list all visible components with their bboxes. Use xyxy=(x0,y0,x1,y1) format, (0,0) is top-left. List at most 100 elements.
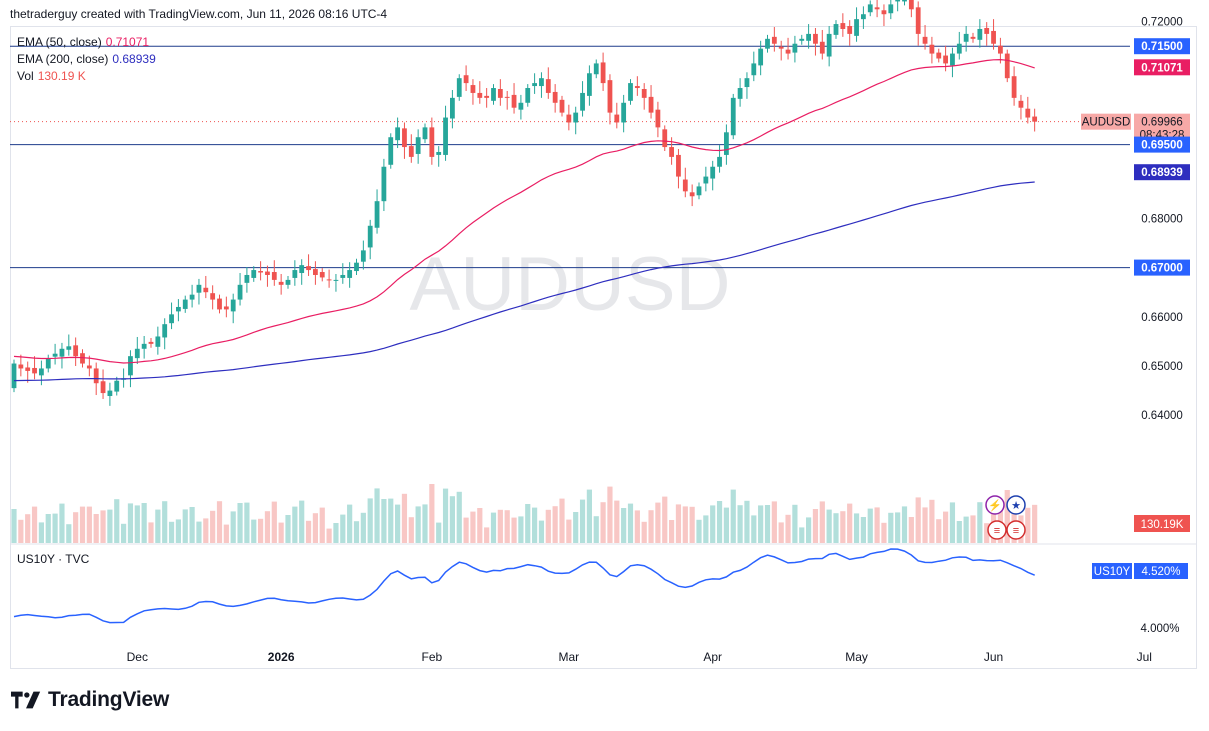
candle-body xyxy=(141,343,147,349)
volume-bar xyxy=(326,528,332,543)
volume-bar xyxy=(93,514,99,543)
candle-body xyxy=(717,156,722,167)
ema50-value: 0.71071 xyxy=(105,35,150,49)
volume-bar xyxy=(210,510,216,543)
candle-body xyxy=(676,154,681,177)
candle-body xyxy=(354,262,359,272)
candle-body xyxy=(943,55,948,64)
candle-body xyxy=(696,186,702,196)
volume-bar xyxy=(895,512,901,543)
volume-legend[interactable]: Vol 130.19 K xyxy=(17,68,86,84)
tradingview-logo[interactable]: TradingView xyxy=(11,688,169,712)
candle-body xyxy=(148,341,154,344)
volume-bar xyxy=(408,517,414,543)
y-axis-label: 0.64000 xyxy=(1141,410,1183,422)
candle-body xyxy=(593,63,599,75)
candle-body xyxy=(806,33,811,41)
volume-bar xyxy=(264,511,271,543)
candle-body xyxy=(861,14,866,20)
candle-body xyxy=(867,4,873,13)
volume-bar xyxy=(203,518,209,543)
volume-bar xyxy=(956,521,962,543)
candle-body xyxy=(484,95,490,98)
price-tag-text: 0.71071 xyxy=(1141,62,1183,74)
chart-frame[interactable] xyxy=(10,26,1197,669)
candle-body xyxy=(840,23,846,29)
symbol-price-tag-bg xyxy=(1081,113,1131,130)
volume-bar xyxy=(792,504,798,543)
candle-body xyxy=(641,89,647,98)
event-marker-icon xyxy=(985,495,1005,515)
volume-bar xyxy=(716,501,723,543)
candle-body xyxy=(785,49,791,54)
volume-bar xyxy=(38,522,44,543)
volume-bar xyxy=(45,514,51,543)
candle-body xyxy=(511,94,517,108)
candle-body xyxy=(792,43,798,53)
candle-body xyxy=(908,0,914,10)
candle-body xyxy=(991,30,996,44)
volume-bar xyxy=(621,508,627,543)
event-marker-glyph: ≡ xyxy=(994,525,1000,537)
price-tag-text: 0.68939 xyxy=(1141,167,1183,179)
candle-body xyxy=(765,38,770,49)
candle-body xyxy=(32,367,37,374)
candle-body xyxy=(587,73,592,96)
price-tag-bg xyxy=(1134,38,1190,55)
candle-body xyxy=(292,270,298,278)
volume-bar xyxy=(347,504,353,543)
volume-bar xyxy=(778,522,784,543)
candle-body xyxy=(196,284,202,293)
candle-body xyxy=(751,63,757,76)
ema50-line xyxy=(13,58,1035,364)
event-marker-icon xyxy=(1006,495,1026,515)
volume-bar xyxy=(943,511,949,543)
volume-bar xyxy=(785,514,791,543)
volume-bar xyxy=(244,502,250,543)
candle-body xyxy=(25,367,31,371)
volume-bar xyxy=(251,519,257,543)
volume-bar xyxy=(449,496,455,543)
volume-bar xyxy=(908,517,914,543)
volume-bar xyxy=(470,511,476,543)
candle-body xyxy=(210,293,216,300)
volume-bar xyxy=(18,519,24,543)
volume-bar xyxy=(292,506,298,543)
volume-bar xyxy=(627,503,634,543)
ema200-value: 0.68939 xyxy=(112,52,156,66)
candle-body xyxy=(813,33,818,44)
volume-bar xyxy=(771,501,777,543)
candle-body xyxy=(408,146,414,157)
candle-body xyxy=(1025,108,1031,118)
candle-body xyxy=(66,346,72,350)
volume-bar xyxy=(436,522,442,543)
candle-body xyxy=(134,348,140,359)
candle-body xyxy=(39,368,44,376)
candle-body xyxy=(326,279,332,281)
ema200-legend[interactable]: EMA (200, close) 0.68939 xyxy=(17,51,156,67)
volume-bar xyxy=(641,521,647,543)
volume-bar xyxy=(579,499,586,543)
candle-body xyxy=(340,274,346,278)
volume-bar xyxy=(922,507,928,543)
volume-bar xyxy=(395,504,401,543)
volume-bar xyxy=(79,506,86,543)
price-tag-text: 0.71500 xyxy=(1141,41,1183,53)
ema50-legend[interactable]: EMA (50, close) 0.71071 xyxy=(17,34,149,50)
candle-body xyxy=(929,44,935,54)
volume-bar xyxy=(874,507,880,543)
candle-body xyxy=(689,192,695,197)
volume-bar xyxy=(456,491,462,543)
candle-body xyxy=(956,43,962,54)
candle-body xyxy=(854,19,859,36)
volume-bar xyxy=(936,519,942,543)
volume-bar xyxy=(573,512,579,543)
candle-body xyxy=(367,225,373,248)
candle-body xyxy=(155,336,161,347)
candle-body xyxy=(998,45,1003,54)
us10y-legend[interactable]: US10Y · TVC xyxy=(17,551,89,567)
candle-body xyxy=(826,33,832,57)
volume-bar xyxy=(847,503,853,543)
volume-bar xyxy=(737,505,743,543)
